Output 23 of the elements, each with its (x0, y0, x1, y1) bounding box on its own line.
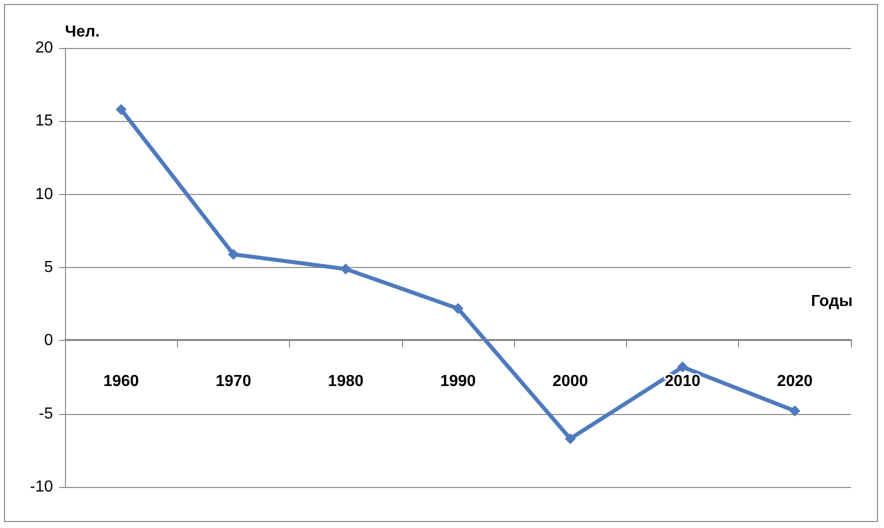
x-axis-title: Годы (811, 292, 853, 310)
point (677, 362, 688, 373)
x-tick-label: 2010 (664, 372, 700, 390)
x-tick-label: 1960 (103, 372, 140, 390)
x-tick-label: 1990 (440, 372, 476, 390)
y-tick-label: 0 (44, 332, 54, 350)
y-tick-label: 5 (44, 259, 54, 276)
y-tick-label: 20 (35, 40, 54, 56)
y-tick-label: 15 (35, 112, 54, 130)
y-tick-label: -10 (30, 478, 54, 496)
x-tick-label: 2000 (552, 372, 588, 390)
point (789, 405, 800, 416)
y-tick-label: 10 (35, 186, 54, 203)
x-tick-label: 1980 (328, 372, 364, 390)
y-tick-label: -5 (38, 405, 54, 422)
y-axis-title: Чел. (65, 24, 100, 40)
x-tick-label: 1970 (216, 372, 252, 390)
point (564, 433, 576, 444)
x-tick-label: 2020 (777, 372, 813, 390)
point (116, 104, 127, 115)
point (340, 263, 352, 274)
point (228, 248, 239, 260)
point (452, 302, 464, 314)
